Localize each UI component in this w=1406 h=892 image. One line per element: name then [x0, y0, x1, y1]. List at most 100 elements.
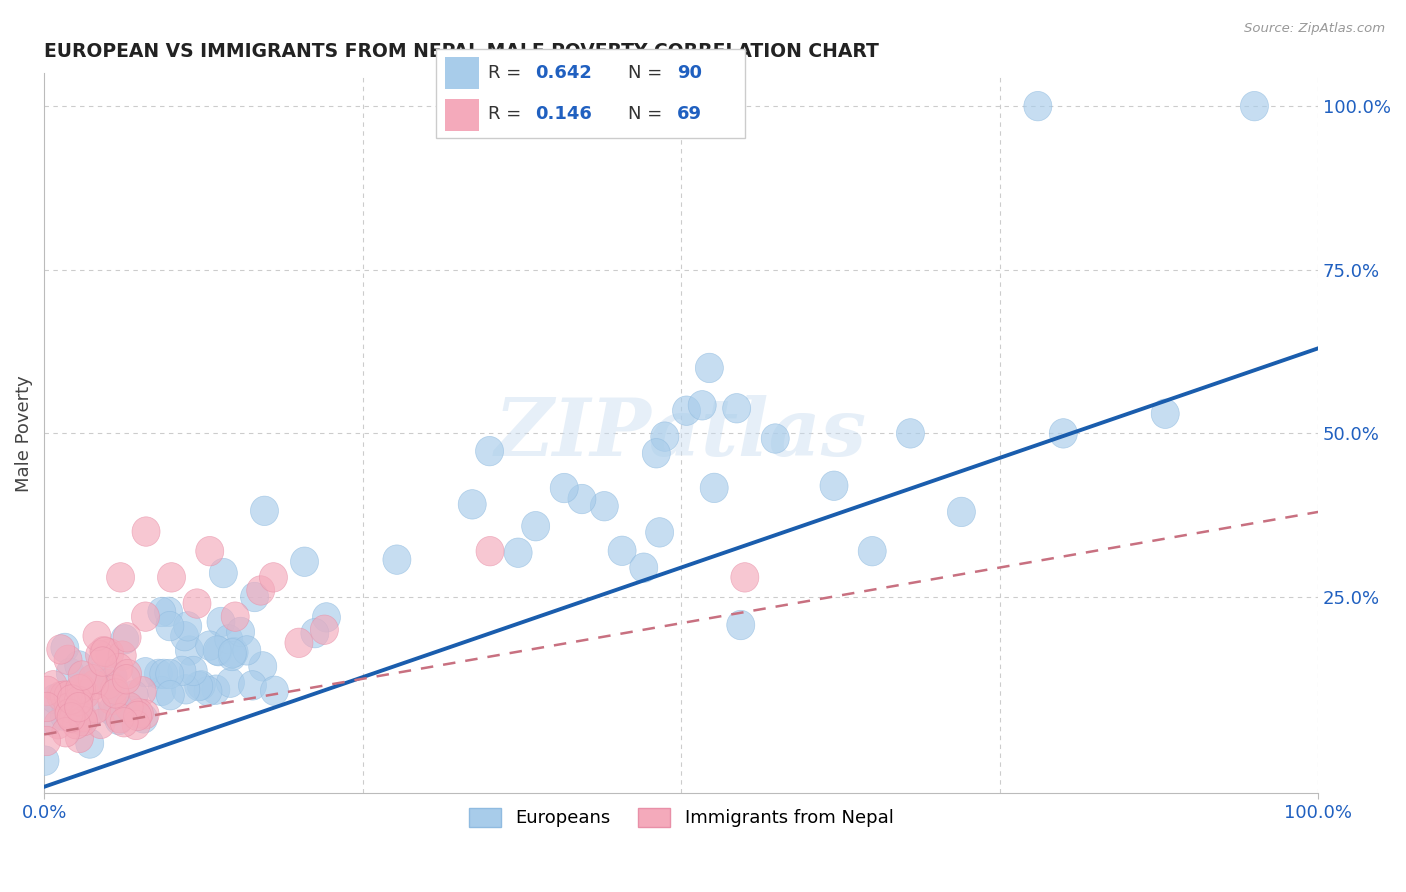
- Ellipse shape: [696, 353, 723, 383]
- Ellipse shape: [100, 674, 128, 704]
- Ellipse shape: [202, 636, 231, 665]
- Ellipse shape: [184, 672, 212, 701]
- Text: Source: ZipAtlas.com: Source: ZipAtlas.com: [1244, 22, 1385, 36]
- Ellipse shape: [172, 674, 200, 704]
- Ellipse shape: [176, 636, 204, 665]
- Ellipse shape: [1049, 418, 1077, 448]
- Ellipse shape: [118, 697, 146, 726]
- Ellipse shape: [505, 538, 531, 567]
- Ellipse shape: [761, 424, 789, 453]
- Ellipse shape: [246, 575, 274, 605]
- Ellipse shape: [122, 710, 150, 739]
- Ellipse shape: [51, 681, 79, 710]
- Ellipse shape: [91, 637, 120, 666]
- Ellipse shape: [630, 553, 658, 582]
- Ellipse shape: [301, 618, 329, 648]
- Ellipse shape: [218, 641, 246, 671]
- Ellipse shape: [56, 658, 84, 688]
- Ellipse shape: [195, 631, 224, 660]
- Bar: [446, 57, 479, 89]
- Ellipse shape: [63, 683, 91, 713]
- Ellipse shape: [76, 698, 104, 728]
- Ellipse shape: [114, 659, 142, 689]
- Ellipse shape: [83, 621, 111, 651]
- Text: ZIPatlas: ZIPatlas: [495, 394, 868, 472]
- Ellipse shape: [156, 611, 184, 640]
- Ellipse shape: [79, 665, 107, 694]
- Ellipse shape: [148, 676, 176, 706]
- Ellipse shape: [82, 663, 110, 692]
- Ellipse shape: [125, 698, 153, 728]
- Ellipse shape: [204, 637, 232, 666]
- Ellipse shape: [522, 511, 550, 541]
- Ellipse shape: [112, 665, 141, 694]
- Ellipse shape: [105, 653, 134, 682]
- Ellipse shape: [688, 391, 716, 420]
- Ellipse shape: [128, 676, 156, 706]
- Ellipse shape: [233, 636, 262, 665]
- Ellipse shape: [155, 597, 183, 626]
- Ellipse shape: [700, 473, 728, 502]
- Ellipse shape: [858, 536, 886, 566]
- Ellipse shape: [217, 668, 245, 698]
- Ellipse shape: [62, 709, 90, 739]
- Text: 0.146: 0.146: [534, 105, 592, 123]
- Ellipse shape: [89, 647, 117, 676]
- Ellipse shape: [148, 598, 176, 627]
- Ellipse shape: [105, 704, 134, 733]
- Ellipse shape: [72, 680, 100, 709]
- Ellipse shape: [32, 726, 60, 756]
- Ellipse shape: [643, 439, 671, 468]
- Ellipse shape: [69, 705, 97, 734]
- Bar: [446, 99, 479, 131]
- Ellipse shape: [69, 676, 97, 706]
- Ellipse shape: [59, 704, 87, 733]
- Ellipse shape: [285, 628, 314, 657]
- FancyBboxPatch shape: [436, 49, 745, 138]
- Ellipse shape: [32, 692, 60, 722]
- Ellipse shape: [69, 706, 97, 736]
- Ellipse shape: [31, 746, 59, 775]
- Ellipse shape: [66, 723, 93, 753]
- Ellipse shape: [132, 516, 160, 546]
- Ellipse shape: [39, 671, 67, 700]
- Ellipse shape: [110, 707, 138, 737]
- Text: R =: R =: [488, 105, 527, 123]
- Ellipse shape: [723, 393, 751, 423]
- Ellipse shape: [156, 659, 184, 689]
- Ellipse shape: [1152, 399, 1180, 428]
- Ellipse shape: [645, 517, 673, 547]
- Text: N =: N =: [627, 105, 668, 123]
- Ellipse shape: [58, 685, 86, 714]
- Ellipse shape: [108, 640, 136, 670]
- Ellipse shape: [115, 693, 143, 723]
- Ellipse shape: [80, 670, 108, 699]
- Ellipse shape: [1024, 91, 1052, 121]
- Text: N =: N =: [627, 64, 668, 82]
- Ellipse shape: [104, 706, 132, 735]
- Ellipse shape: [948, 497, 976, 526]
- Legend: Europeans, Immigrants from Nepal: Europeans, Immigrants from Nepal: [461, 801, 901, 835]
- Ellipse shape: [90, 636, 118, 665]
- Ellipse shape: [607, 536, 636, 566]
- Ellipse shape: [87, 709, 115, 739]
- Ellipse shape: [112, 623, 141, 652]
- Ellipse shape: [41, 684, 69, 714]
- Ellipse shape: [727, 610, 755, 640]
- Ellipse shape: [34, 676, 62, 706]
- Ellipse shape: [187, 671, 215, 700]
- Ellipse shape: [239, 671, 267, 700]
- Text: 0.642: 0.642: [534, 64, 592, 82]
- Ellipse shape: [96, 639, 124, 668]
- Ellipse shape: [52, 717, 80, 747]
- Ellipse shape: [51, 633, 79, 663]
- Ellipse shape: [97, 671, 125, 700]
- Ellipse shape: [218, 639, 246, 668]
- Ellipse shape: [124, 701, 152, 731]
- Ellipse shape: [53, 645, 82, 674]
- Ellipse shape: [120, 681, 148, 710]
- Ellipse shape: [55, 699, 83, 729]
- Ellipse shape: [69, 661, 96, 690]
- Ellipse shape: [215, 624, 243, 654]
- Ellipse shape: [65, 650, 93, 681]
